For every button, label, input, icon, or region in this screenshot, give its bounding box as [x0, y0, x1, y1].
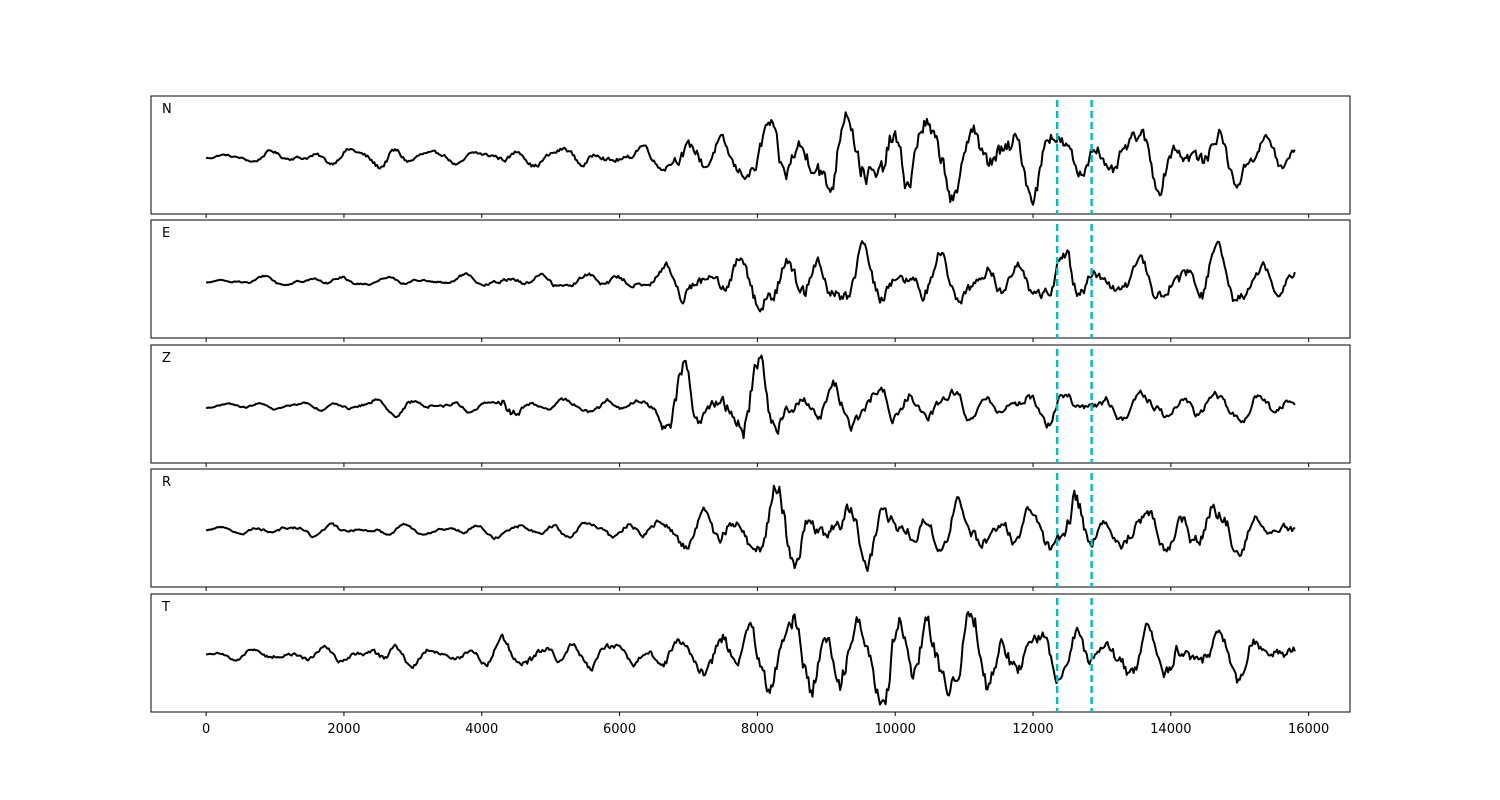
- panel-label: R: [162, 475, 171, 490]
- waveform-t: [205, 611, 1296, 706]
- panel-e: E: [150, 219, 1351, 342]
- panels-group: N E Z R T: [150, 95, 1351, 716]
- x-tick-label: 16000: [1288, 722, 1329, 737]
- waveform-e: [205, 240, 1296, 313]
- x-tick-label: 6000: [603, 722, 636, 737]
- panel-n: N: [150, 95, 1351, 218]
- panel-frame: [150, 95, 1351, 215]
- waveform-r: [205, 484, 1296, 572]
- panel-z: Z: [150, 344, 1351, 467]
- x-tick-label: 10000: [875, 722, 916, 737]
- panel-frame: [150, 344, 1351, 464]
- panel-frame: [150, 468, 1351, 588]
- panel-label: E: [162, 226, 170, 241]
- x-tick-label: 0: [202, 722, 210, 737]
- panel-label: Z: [162, 351, 171, 366]
- x-tick-label: 12000: [1012, 722, 1053, 737]
- x-tick-label: 2000: [327, 722, 360, 737]
- x-tick-label: 4000: [465, 722, 498, 737]
- x-tick-label: 14000: [1150, 722, 1191, 737]
- waveform-n: [205, 111, 1296, 206]
- waveform-z: [206, 354, 1296, 440]
- panel-t: T: [150, 593, 1351, 716]
- x-tick-label: 8000: [741, 722, 774, 737]
- panel-r: R: [150, 468, 1351, 591]
- x-axis: 0 2000 4000 6000 8000 10000 12000 14000 16000: [202, 722, 1329, 737]
- marker-lines-group: [1055, 100, 1093, 712]
- panel-frame: [150, 219, 1351, 339]
- panel-frame: [150, 593, 1351, 713]
- panel-label: N: [162, 102, 172, 117]
- panel-label: T: [161, 600, 170, 615]
